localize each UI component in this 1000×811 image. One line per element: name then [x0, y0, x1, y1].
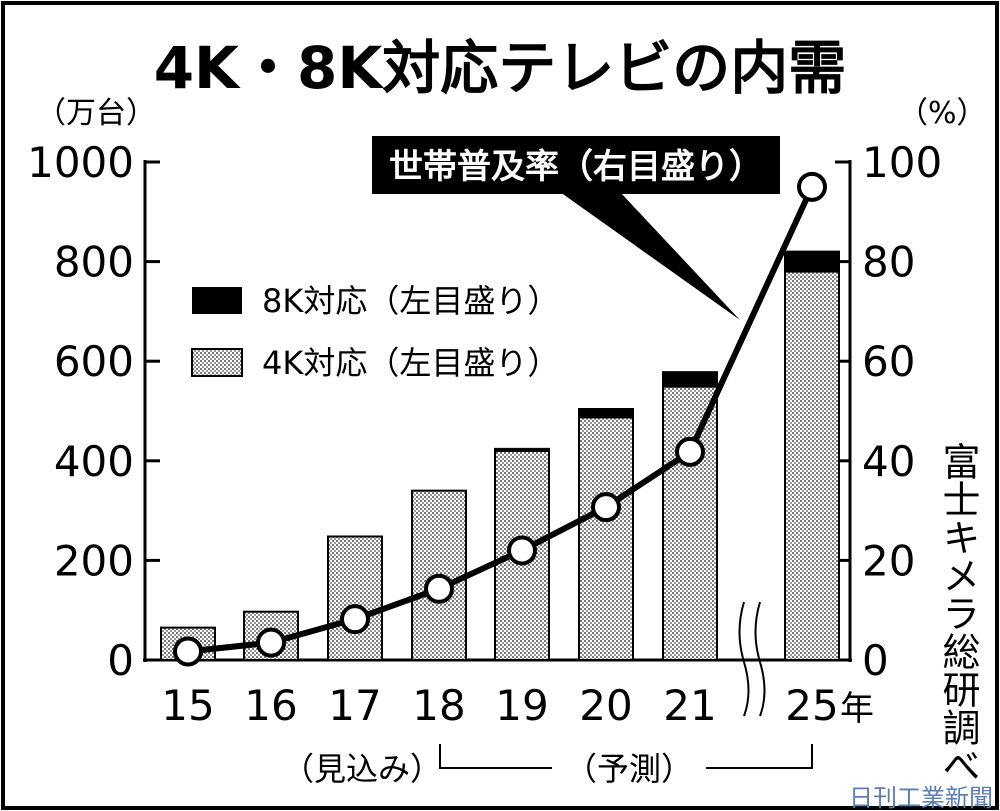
bar-4k [784, 270, 840, 661]
legend-label-8k: 8K対応（左目盛り） [262, 282, 559, 320]
legend: 8K対応（左目盛り） 4K対応（左目盛り） [191, 282, 559, 382]
line-point [256, 627, 286, 658]
left-axis-unit: （万台） [36, 96, 156, 131]
x-tick-label: 16 [244, 681, 297, 730]
left-tick-label: 200 [54, 536, 134, 585]
x-axis-suffix: 年 [840, 689, 874, 729]
left-tick-labels: 0 200 400 600 800 1000 [27, 138, 134, 685]
right-tick-label: 100 [862, 138, 942, 187]
legend-swatch-8k [192, 287, 242, 314]
estimate-label: （見込み） [282, 750, 442, 788]
line-point [340, 604, 370, 635]
line-point [173, 636, 203, 667]
forecast-bracket [439, 744, 813, 769]
bar-4k [578, 416, 634, 661]
household-rate-line [173, 171, 827, 667]
source-label: 富士キメラ総研調べ [936, 442, 980, 784]
right-tick-labels: 0 20 40 60 80 100 [862, 138, 942, 685]
x-tick-labels: 15 16 17 18 19 20 21 25 [161, 681, 838, 730]
bar-8k [578, 408, 634, 419]
x-tick-label: 15 [161, 681, 214, 730]
bar-4k [662, 385, 718, 661]
left-tick-label: 400 [54, 437, 134, 486]
line-point [424, 573, 454, 604]
left-tick-label: 0 [107, 636, 134, 685]
x-tick-label: 17 [328, 681, 381, 730]
bars [160, 250, 840, 662]
line-point [591, 492, 621, 523]
callout-pointer [560, 192, 740, 320]
chart-title: 4K・8K対応テレビの内需 [154, 34, 847, 102]
left-tick-label: 1000 [27, 138, 134, 187]
bar-8k [662, 371, 718, 388]
bar-8k [784, 250, 840, 273]
legend-label-4k: 4K対応（左目盛り） [262, 344, 559, 382]
right-tick-label: 0 [862, 636, 889, 685]
left-tick-label: 600 [54, 337, 134, 386]
right-tick-label: 20 [862, 536, 915, 585]
right-tick-label: 40 [862, 437, 915, 486]
legend-swatch-4k [191, 348, 243, 377]
line-point [797, 171, 827, 202]
x-tick-label: 25 [785, 681, 838, 730]
credit-label: 日刊工業新聞 [849, 784, 993, 811]
bar-4k [327, 535, 383, 661]
line-point [675, 436, 705, 467]
right-axis-unit: （%） [898, 96, 987, 131]
x-tick-label: 18 [412, 681, 465, 730]
right-tick-label: 60 [862, 337, 915, 386]
callout-label: 世帯普及率（右目盛り） [389, 147, 763, 187]
line-callout: 世帯普及率（右目盛り） [372, 136, 780, 320]
x-tick-label: 19 [495, 681, 548, 730]
x-tick-label: 21 [663, 681, 716, 730]
callout-box [372, 136, 780, 194]
bar-8k [494, 447, 550, 452]
right-tick-label: 80 [862, 238, 915, 287]
line-point [507, 535, 537, 566]
forecast-label: （予測） [565, 750, 693, 788]
x-tick-label: 20 [579, 681, 632, 730]
left-tick-label: 800 [54, 238, 134, 287]
axis-break-mark [738, 601, 766, 717]
